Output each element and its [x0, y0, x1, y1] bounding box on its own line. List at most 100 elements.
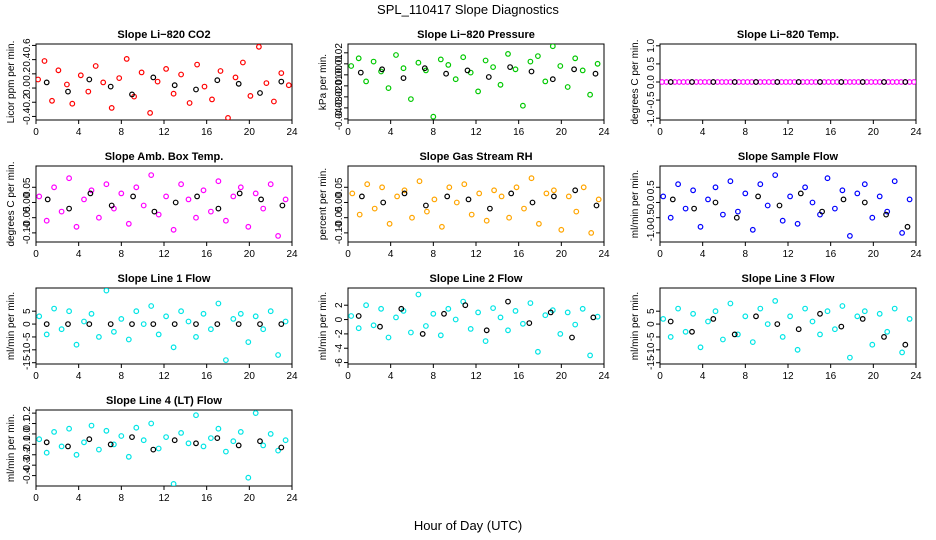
overlay-point: [421, 65, 428, 72]
overlay-point: [487, 205, 493, 212]
data-point: [275, 352, 282, 358]
y-tick-label: -0.10: [22, 221, 33, 244]
panel-title: Slope Line 4 (LT) Flow: [106, 395, 222, 407]
data-point: [267, 308, 274, 315]
plot-frame: [35, 43, 293, 121]
overlay-point: [377, 323, 383, 330]
overlay-point: [278, 321, 285, 328]
data-point: [133, 184, 140, 191]
data-point: [579, 67, 586, 74]
data-point: [267, 431, 274, 437]
x-tick-label: 8: [431, 127, 437, 138]
data-point: [95, 214, 102, 221]
x-tick-label: 16: [513, 127, 525, 138]
x-tick-label: 0: [657, 371, 663, 382]
x-tick-label: 16: [201, 249, 213, 260]
overlay-point: [379, 66, 386, 73]
data-point: [839, 303, 846, 309]
data-point: [891, 305, 898, 312]
data-point: [140, 437, 147, 444]
x-tick-label: 8: [743, 127, 749, 138]
x-tick-label: 4: [76, 249, 82, 260]
overlay-point: [689, 79, 695, 85]
y-tick-label: 2: [334, 302, 345, 308]
overlay-point: [44, 196, 51, 203]
y-tick-label: -0.4: [22, 107, 33, 125]
data-point: [200, 310, 207, 317]
data-point: [193, 334, 199, 340]
y-tick-label: 0.00: [334, 65, 345, 85]
data-point: [386, 220, 393, 227]
data-point: [348, 313, 355, 319]
data-point: [513, 184, 520, 191]
data-point: [869, 214, 876, 221]
x-tick-label: 20: [556, 371, 568, 382]
data-point: [505, 327, 511, 334]
data-point: [542, 312, 549, 319]
data-point: [794, 220, 801, 227]
data-point: [512, 308, 519, 314]
data-point: [557, 63, 564, 69]
data-point: [749, 339, 756, 346]
x-tick-label: 8: [119, 249, 125, 260]
data-point: [497, 81, 504, 88]
data-point: [170, 226, 177, 233]
overlay-point: [150, 74, 157, 81]
overlay-point: [214, 77, 221, 84]
data-point: [564, 84, 571, 90]
y-axis-label: ml/min per min.: [318, 292, 329, 360]
data-point: [498, 193, 505, 200]
data-point: [237, 184, 244, 191]
overlay-point: [753, 79, 759, 85]
data-point: [475, 88, 482, 95]
y-axis-label: ml/min per min.: [630, 170, 641, 238]
x-tick-label: 12: [470, 371, 482, 382]
data-point: [370, 322, 377, 329]
data-point: [675, 305, 681, 312]
data-point: [884, 328, 891, 335]
overlay-point: [465, 196, 472, 203]
data-point: [222, 217, 229, 224]
data-point: [186, 100, 193, 106]
points-line1: [36, 288, 289, 364]
x-tick-label: 20: [244, 493, 256, 504]
data-point: [77, 72, 84, 79]
data-point: [476, 190, 483, 197]
x-tick-label: 24: [910, 127, 922, 138]
panel-title: Slope Line 1 Flow: [118, 273, 211, 285]
data-point: [278, 70, 285, 76]
y-tick-label: 0.5: [646, 180, 657, 194]
x-tick-label: 8: [119, 127, 125, 138]
overlay-point: [733, 214, 740, 221]
overlay-point: [795, 326, 802, 333]
y-tick-label: -0.02: [334, 85, 345, 108]
overlay-point: [214, 435, 221, 442]
data-point: [453, 199, 460, 206]
overlay-point: [710, 316, 717, 322]
overlay-point: [774, 79, 781, 85]
data-point: [43, 217, 50, 224]
overlay-point: [380, 199, 387, 206]
data-point: [371, 205, 378, 212]
data-point: [260, 326, 267, 333]
overlay-point: [817, 310, 823, 317]
overlay-point: [689, 328, 695, 335]
data-point: [118, 316, 125, 322]
y-tick-label: -0.2: [22, 93, 33, 111]
overlay-point: [86, 321, 93, 328]
data-point: [847, 232, 853, 239]
data-point: [667, 334, 674, 340]
x-tick-label: 20: [868, 127, 880, 138]
overlay-point: [547, 309, 554, 316]
overlay-point: [193, 440, 199, 447]
plot-frame: [35, 409, 293, 487]
y-tick-label: 0.05: [334, 177, 345, 197]
data-point: [558, 226, 565, 233]
overlay-point: [551, 193, 557, 200]
overlay-point: [43, 79, 50, 86]
panel-title: Slope Li−820 CO2: [117, 29, 210, 41]
data-point: [41, 58, 48, 64]
data-point: [528, 175, 535, 182]
overlay-point: [171, 82, 178, 89]
data-point: [401, 187, 408, 194]
